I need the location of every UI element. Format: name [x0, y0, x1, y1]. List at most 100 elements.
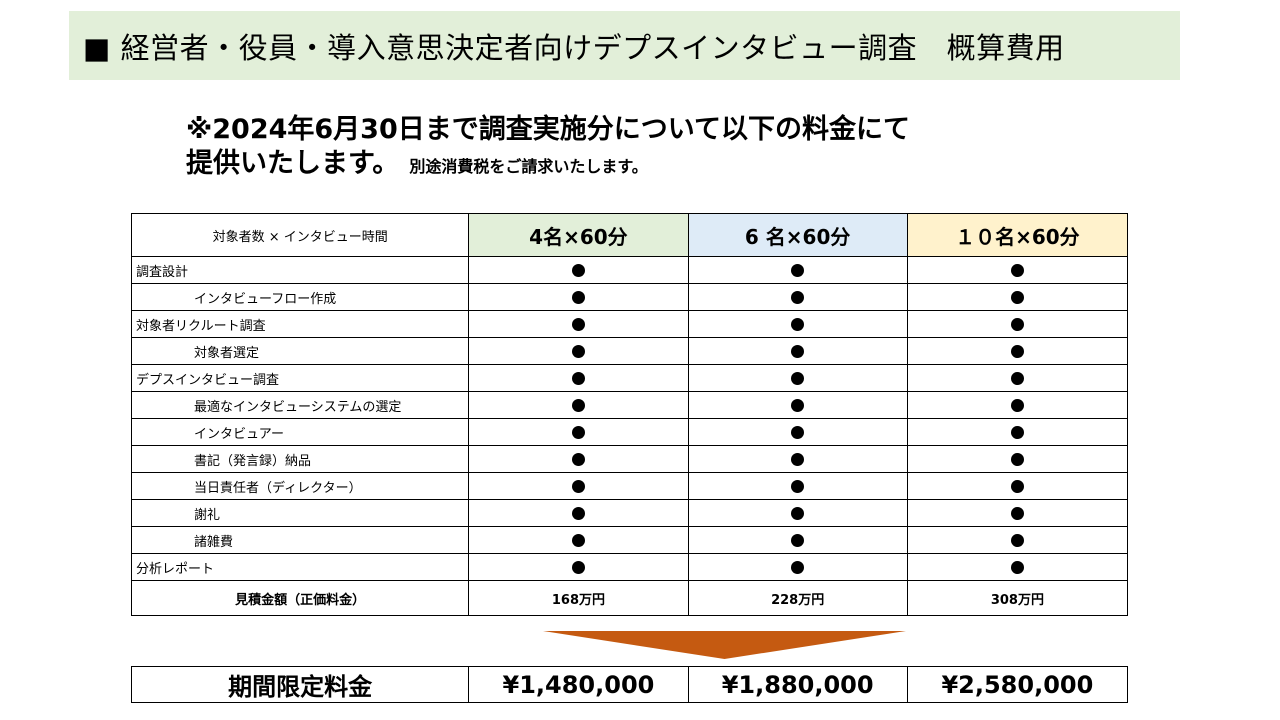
- included-cell: [687, 256, 908, 284]
- filled-circle-icon: [1010, 290, 1024, 304]
- filled-circle-icon: [571, 290, 585, 304]
- row-label: 諸雑費: [130, 526, 470, 554]
- filled-circle-icon: [791, 425, 805, 439]
- filled-circle-icon: [1010, 317, 1024, 331]
- total-row: 見積金額（正価料金） 168万円 228万円 308万円: [130, 580, 1129, 616]
- table-row: 書記（発言録）納品: [130, 445, 1129, 473]
- row-label: インタビューフロー作成: [130, 283, 470, 311]
- promo-price-6: ¥1,880,000: [687, 666, 908, 703]
- promo-price-table: 期間限定料金 ¥1,480,000 ¥1,880,000 ¥2,580,000: [130, 666, 1129, 703]
- filled-circle-icon: [791, 533, 805, 547]
- included-cell: [468, 472, 689, 500]
- filled-circle-icon: [571, 263, 585, 277]
- promo-price-4: ¥1,480,000: [468, 666, 689, 703]
- row-label: 書記（発言録）納品: [130, 445, 470, 473]
- row-label: 最適なインタビューシステムの選定: [130, 391, 470, 419]
- filled-circle-icon: [1010, 263, 1024, 277]
- promo-label: 期間限定料金: [130, 666, 470, 703]
- filled-circle-icon: [1010, 479, 1024, 493]
- plan-header-4: 4名×60分: [468, 213, 689, 257]
- filled-circle-icon: [571, 533, 585, 547]
- notice-line-2: 提供いたします。 別途消費税をご請求いたします。: [186, 147, 1186, 184]
- table-row: 最適なインタビューシステムの選定: [130, 391, 1129, 419]
- filled-circle-icon: [1010, 344, 1024, 358]
- filled-circle-icon: [571, 479, 585, 493]
- included-cell: [906, 391, 1129, 419]
- filled-circle-icon: [571, 506, 585, 520]
- included-cell: [687, 553, 908, 581]
- included-cell: [687, 445, 908, 473]
- included-cell: [468, 553, 689, 581]
- included-cell: [687, 391, 908, 419]
- included-cell: [906, 499, 1129, 527]
- filled-circle-icon: [791, 290, 805, 304]
- plan-header-6: 6 名×60分: [687, 213, 908, 257]
- filled-circle-icon: [571, 452, 585, 466]
- included-cell: [468, 526, 689, 554]
- included-cell: [906, 445, 1129, 473]
- included-cell: [687, 499, 908, 527]
- row-label: 当日責任者（ディレクター）: [130, 472, 470, 500]
- table-row: インタビュアー: [130, 418, 1129, 446]
- included-cell: [906, 364, 1129, 392]
- filled-circle-icon: [791, 479, 805, 493]
- filled-circle-icon: [791, 263, 805, 277]
- total-label: 見積金額（正価料金）: [130, 580, 470, 616]
- row-label: 謝礼: [130, 499, 470, 527]
- included-cell: [468, 310, 689, 338]
- included-cell: [906, 283, 1129, 311]
- table-row: 対象者選定: [130, 337, 1129, 365]
- included-cell: [468, 391, 689, 419]
- included-cell: [468, 418, 689, 446]
- included-cell: [906, 553, 1129, 581]
- plan-header-10: １０名×60分: [906, 213, 1129, 257]
- filled-circle-icon: [791, 452, 805, 466]
- row-label: 分析レポート: [130, 553, 470, 581]
- included-cell: [468, 445, 689, 473]
- filled-circle-icon: [791, 560, 805, 574]
- notice-line-1: ※2024年6月30日まで調査実施分について以下の料金にて: [186, 114, 910, 145]
- table-row: 謝礼: [130, 499, 1129, 527]
- filled-circle-icon: [1010, 452, 1024, 466]
- table-row: 分析レポート: [130, 553, 1129, 581]
- table-row: 諸雑費: [130, 526, 1129, 554]
- pricing-notice: ※2024年6月30日まで調査実施分について以下の料金にて 提供いたします。 別途…: [186, 113, 1186, 184]
- included-cell: [687, 283, 908, 311]
- down-arrow-icon: [543, 631, 906, 659]
- included-cell: [687, 472, 908, 500]
- included-cell: [468, 499, 689, 527]
- filled-circle-icon: [1010, 506, 1024, 520]
- filled-circle-icon: [571, 344, 585, 358]
- included-cell: [468, 364, 689, 392]
- included-cell: [906, 472, 1129, 500]
- filled-circle-icon: [791, 506, 805, 520]
- included-cell: [906, 337, 1129, 365]
- row-label: インタビュアー: [130, 418, 470, 446]
- filled-circle-icon: [1010, 533, 1024, 547]
- total-value: 308万円: [906, 580, 1129, 616]
- included-cell: [687, 418, 908, 446]
- table-row: 調査設計: [130, 256, 1129, 284]
- filled-circle-icon: [791, 317, 805, 331]
- row-label: デプスインタビュー調査: [130, 364, 470, 392]
- filled-circle-icon: [1010, 371, 1024, 385]
- included-cell: [468, 337, 689, 365]
- pricing-table: 対象者数 × インタビュー時間 4名×60分 6 名×60分 １０名×60分 調…: [130, 213, 1129, 616]
- table-header-row: 対象者数 × インタビュー時間 4名×60分 6 名×60分 １０名×60分: [130, 213, 1129, 257]
- total-value: 168万円: [468, 580, 689, 616]
- filled-circle-icon: [571, 317, 585, 331]
- filled-circle-icon: [791, 398, 805, 412]
- included-cell: [687, 364, 908, 392]
- promo-row: 期間限定料金 ¥1,480,000 ¥1,880,000 ¥2,580,000: [130, 666, 1129, 703]
- page-title: ■ 経営者・役員・導入意思決定者向けデプスインタビュー調査 概算費用: [69, 11, 1180, 80]
- included-cell: [687, 337, 908, 365]
- included-cell: [468, 256, 689, 284]
- included-cell: [687, 310, 908, 338]
- table-row: 対象者リクルート調査: [130, 310, 1129, 338]
- filled-circle-icon: [571, 371, 585, 385]
- filled-circle-icon: [1010, 560, 1024, 574]
- table-row: インタビューフロー作成: [130, 283, 1129, 311]
- included-cell: [906, 310, 1129, 338]
- included-cell: [906, 526, 1129, 554]
- filled-circle-icon: [791, 344, 805, 358]
